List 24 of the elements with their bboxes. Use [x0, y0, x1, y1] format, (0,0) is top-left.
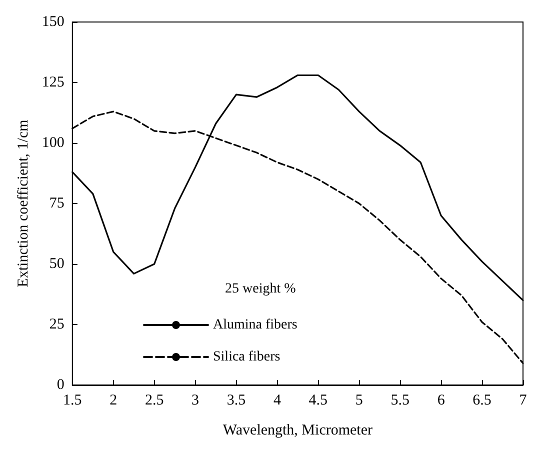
y-tick-label: 125 [42, 74, 64, 90]
legend-label: Silica fibers [213, 350, 280, 364]
legend-title: 25 weight % [225, 282, 296, 296]
x-tick-label: 7 [519, 392, 528, 408]
x-tick-label: 2 [110, 392, 118, 408]
x-tick-label: 6 [437, 392, 446, 408]
x-tick-label: 4.5 [308, 392, 328, 408]
y-tick-label: 25 [49, 316, 64, 332]
y-tick-label: 0 [56, 377, 64, 393]
x-tick-label: 6.5 [472, 392, 492, 408]
x-tick-label: 3.5 [226, 392, 246, 408]
y-tick-label: 50 [49, 256, 64, 272]
x-tick-label: 4 [273, 392, 282, 408]
y-axis-title: Extinction coefficient, 1/cm [16, 119, 32, 288]
x-axis-title: Wavelength, Micrometer [222, 422, 372, 438]
x-tick-label: 5 [355, 392, 363, 408]
y-tick-label: 150 [42, 14, 64, 30]
legend-label: Alumina fibers [213, 318, 298, 332]
x-tick-label: 1.5 [63, 392, 82, 408]
y-tick-label: 75 [49, 196, 64, 212]
x-tick-label: 5.5 [390, 392, 410, 408]
y-tick-label: 100 [42, 135, 64, 151]
x-tick-label: 3 [192, 392, 200, 408]
x-tick-label: 2.5 [144, 392, 164, 408]
